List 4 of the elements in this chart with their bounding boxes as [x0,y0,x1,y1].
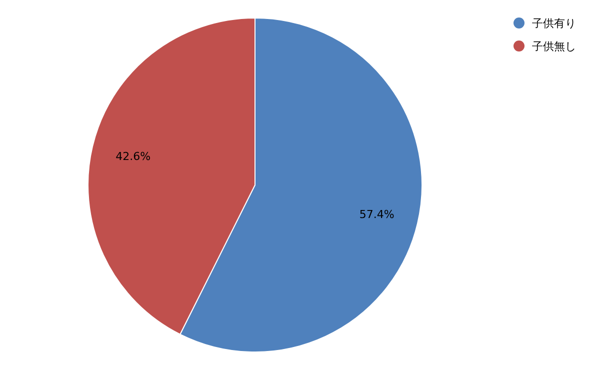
data-label: 57.4% [359,208,394,221]
legend-label: 子供有り [532,17,576,30]
legend-label: 子供無し [532,40,576,53]
data-label: 42.6% [116,150,151,164]
